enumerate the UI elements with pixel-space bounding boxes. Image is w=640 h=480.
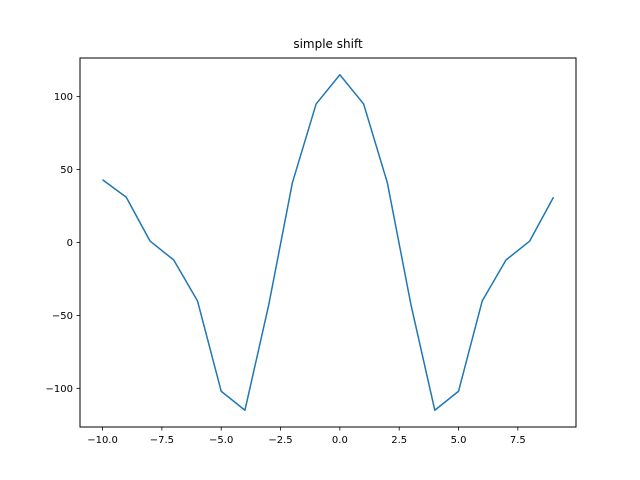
y-tick-label: 0: [67, 238, 73, 249]
x-tick-label: 0.0: [332, 435, 348, 446]
x-tick-label: 7.5: [510, 435, 526, 446]
series-line-0: [102, 74, 555, 411]
x-tick-label: 5.0: [451, 435, 467, 446]
x-tick-label: −2.5: [268, 435, 292, 446]
x-tick-label: −10.0: [87, 435, 118, 446]
y-tick-label: −50: [52, 311, 73, 322]
x-tick-label: −7.5: [150, 435, 174, 446]
x-axis: −10.0 −7.5 −5.0 −2.5 0.0 2.5 5.0 7.5: [87, 427, 526, 446]
x-tick-label: −5.0: [209, 435, 233, 446]
chart-title: simple shift: [293, 37, 363, 51]
y-axis: −100 −50 0 50 100: [46, 92, 80, 395]
y-tick-label: 100: [54, 92, 73, 103]
x-tick-label: 2.5: [391, 435, 407, 446]
plot-area: [102, 74, 555, 411]
y-tick-label: −100: [46, 384, 73, 395]
y-tick-label: 50: [60, 165, 73, 176]
